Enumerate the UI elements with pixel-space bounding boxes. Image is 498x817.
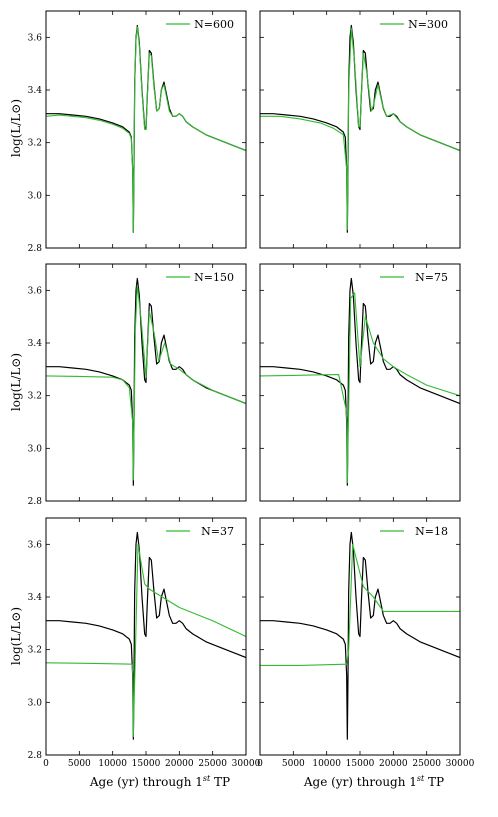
y-tick-label: 3.2 xyxy=(28,646,42,656)
series-line-sampled xyxy=(46,543,246,738)
x-axis-label-left-tail: TP xyxy=(210,775,230,789)
x-tick-label: 25000 xyxy=(412,759,441,769)
legend-label: N=37 xyxy=(201,525,234,538)
x-axis-label-left-main: Age (yr) through 1 xyxy=(89,775,203,789)
x-tick-label: 0 xyxy=(43,759,49,769)
series-line-model xyxy=(46,277,246,486)
legend-label: N=300 xyxy=(408,18,448,31)
x-axis-label-left: Age (yr) through 1st TP xyxy=(89,774,230,789)
y-axis-label-row-3: log(L/L⊙) xyxy=(9,607,23,665)
panel-6: 0 5000 10000 15000 20000 25000 30000 N=18 xyxy=(257,517,475,769)
panel-3: 2.8 3.0 3.2 3.4 3.6 N=150 xyxy=(28,263,247,507)
panel-4: N=75 xyxy=(259,263,461,502)
x-tick-label: 0 xyxy=(257,759,263,769)
series-line-sampled xyxy=(260,27,460,231)
legend-label: N=150 xyxy=(194,271,234,284)
x-axis-label-right-tail: TP xyxy=(424,775,444,789)
panel-1: 2.8 3.0 3.2 3.4 3.6 N=600 xyxy=(28,10,247,254)
series-line-model xyxy=(260,24,460,233)
x-tick-label: 30000 xyxy=(232,759,261,769)
x-tick-label: 20000 xyxy=(165,759,194,769)
y-tick-label: 3.0 xyxy=(28,698,43,708)
y-tick-label: 3.0 xyxy=(28,444,43,454)
series-line-model xyxy=(260,277,460,486)
x-tick-label: 5000 xyxy=(282,759,305,769)
panel-5: 2.8 3.0 3.2 3.4 3.6 0 5000 10000 15000 20000 25000… xyxy=(28,517,261,769)
panels: 2.8 3.0 3.2 3.4 3.6 N=600 N=300 2.8 3.0 3.2 3.4 3.6… xyxy=(28,10,475,769)
y-tick-label: 3.4 xyxy=(28,339,43,349)
y-tick-label: 3.6 xyxy=(28,286,43,296)
x-axis-label-left-sup: st xyxy=(203,774,211,783)
y-tick-label: 3.6 xyxy=(28,540,43,550)
series-line-model xyxy=(46,531,246,740)
x-tick-label: 10000 xyxy=(98,759,127,769)
series-line-sampled xyxy=(46,284,246,481)
x-axis-label-right: Age (yr) through 1st TP xyxy=(303,774,444,789)
y-axis-label-row-1: log(L/L⊙) xyxy=(9,99,23,157)
legend-label: N=18 xyxy=(415,525,448,538)
y-axis-label-row-2: log(L/L⊙) xyxy=(9,353,23,411)
x-tick-label: 15000 xyxy=(346,759,375,769)
series-line-sampled xyxy=(260,292,460,484)
x-tick-label: 5000 xyxy=(68,759,91,769)
y-tick-label: 3.6 xyxy=(28,33,43,43)
y-tick-label: 3.4 xyxy=(28,593,43,603)
y-tick-label: 3.2 xyxy=(28,139,42,149)
legend-label: N=75 xyxy=(415,271,448,284)
x-tick-label: 10000 xyxy=(312,759,341,769)
x-axis-label-right-main: Age (yr) through 1 xyxy=(303,775,417,789)
legend-label: N=600 xyxy=(194,18,234,31)
y-tick-label: 2.8 xyxy=(28,497,43,507)
panel-2: N=300 xyxy=(259,10,461,249)
x-axis-label-right-sup: st xyxy=(417,774,425,783)
x-tick-label: 15000 xyxy=(132,759,161,769)
y-tick-label: 3.2 xyxy=(28,392,42,402)
series-line-sampled xyxy=(46,26,246,233)
y-tick-label: 3.0 xyxy=(28,191,43,201)
y-tick-label: 2.8 xyxy=(28,244,43,254)
x-tick-label: 20000 xyxy=(379,759,408,769)
x-tick-label: 30000 xyxy=(446,759,475,769)
series-line-model xyxy=(260,531,460,740)
series-line-sampled xyxy=(260,543,460,667)
x-tick-label: 25000 xyxy=(198,759,227,769)
y-tick-label: 2.8 xyxy=(28,751,43,761)
y-tick-label: 3.4 xyxy=(28,86,43,96)
